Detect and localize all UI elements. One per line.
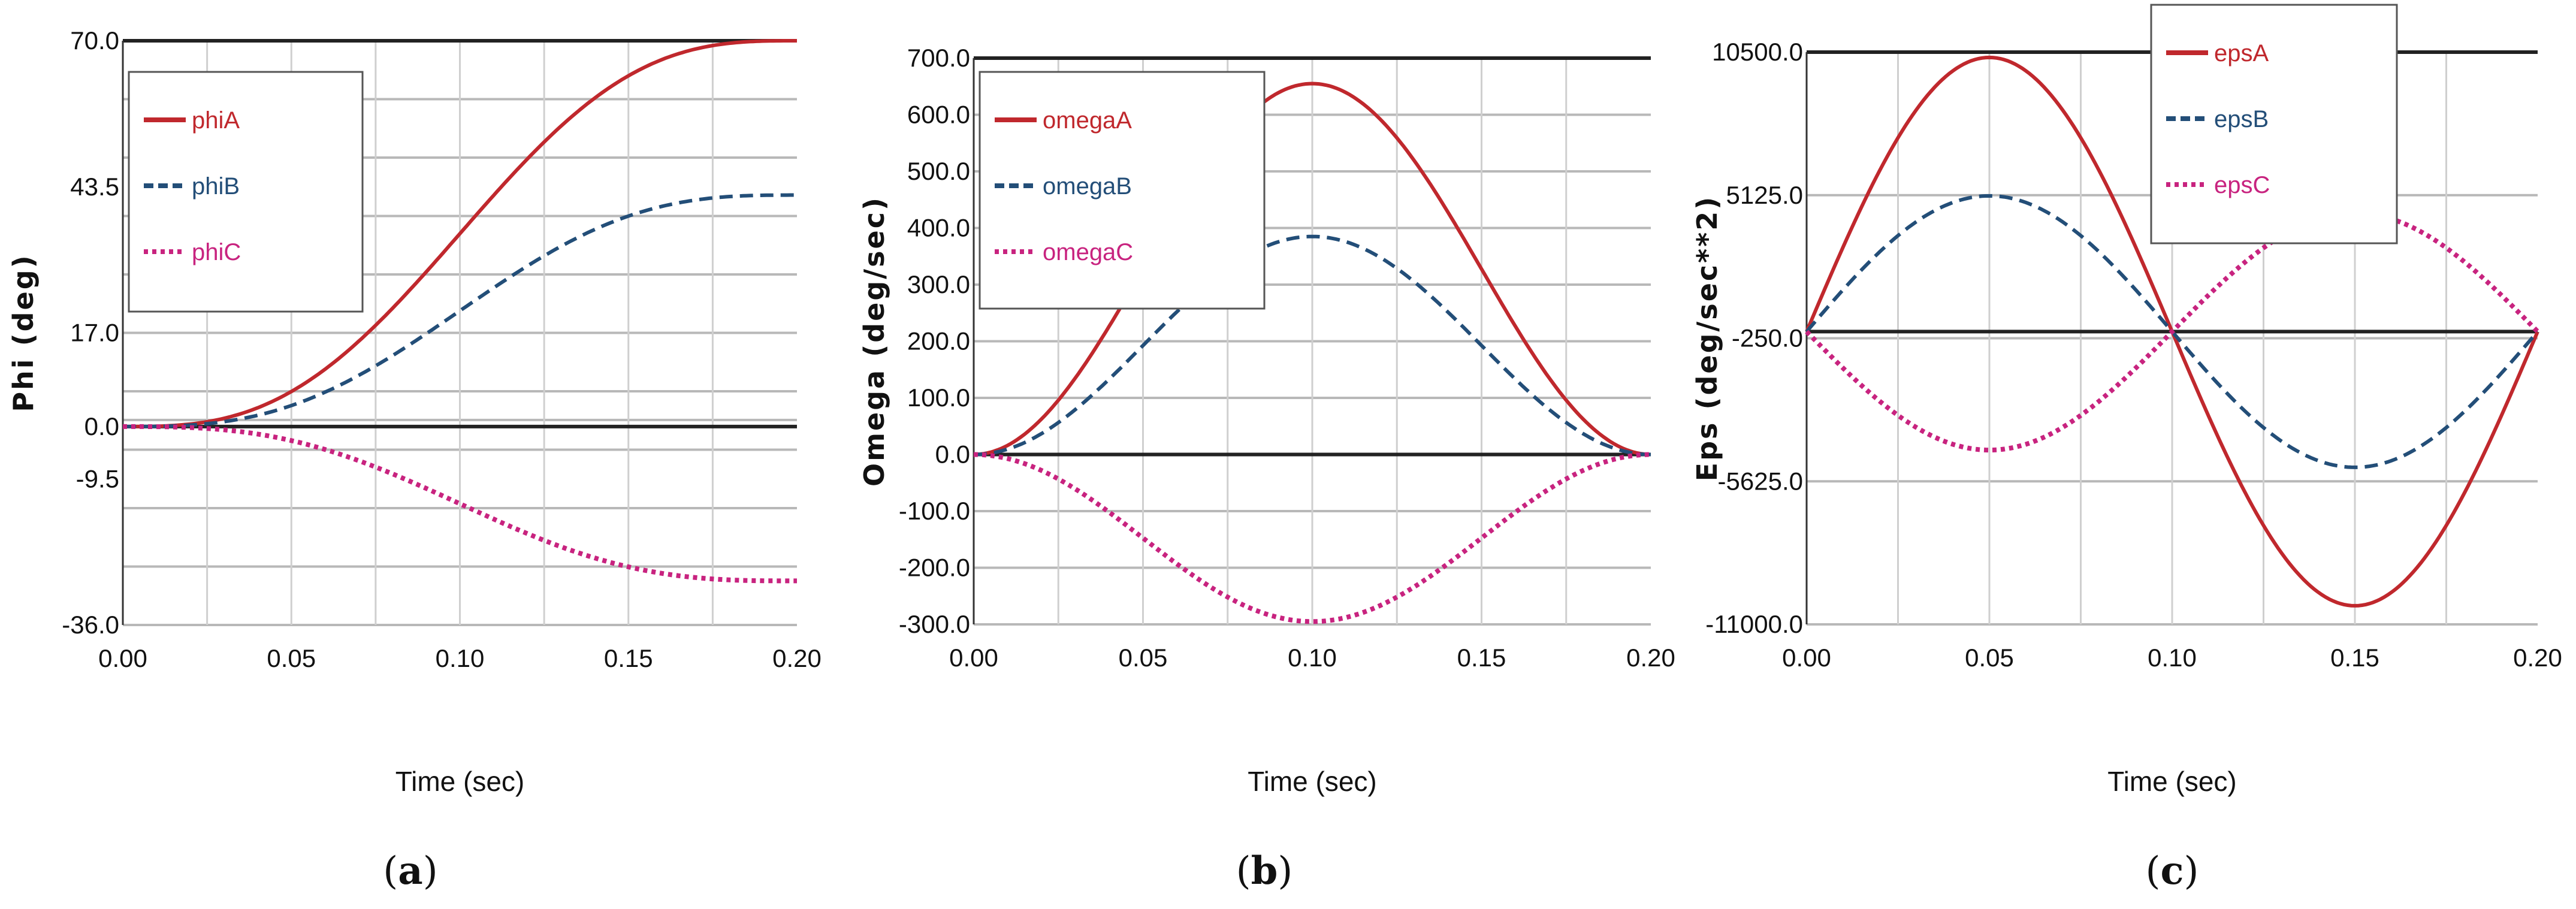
x-tick-label: 0.20	[772, 644, 822, 672]
legend-label-omegaB: omegaB	[1043, 173, 1132, 200]
y-tick-label: 10500.0	[1712, 38, 1803, 66]
x-tick-label: 0.15	[2330, 644, 2379, 672]
legend-label-omegaC: omegaC	[1043, 239, 1133, 265]
legend-label-omegaA: omegaA	[1043, 107, 1132, 134]
legend-label-epsC: epsC	[2214, 172, 2270, 198]
y-tick-label: -250.0	[1732, 324, 1803, 352]
y-tick-label: 0.0	[935, 440, 970, 469]
chart-panel-a: 70.0 43.5 17.0 0.0 -9.5 -36.0 0.00 0.05 0.10 0.15…	[7, 26, 822, 893]
y-tick-label: 700.0	[907, 44, 970, 72]
series-line-omegaB	[973, 234, 1651, 457]
panel-caption: (b)	[1236, 848, 1293, 893]
y-tick-label: 100.0	[907, 383, 970, 412]
legend: phiA phiB phiC	[128, 71, 364, 313]
legend-label-phiC: phiC	[192, 239, 241, 265]
x-tick-label: 0.20	[1626, 644, 1675, 672]
y-axis-title: Omega (deg/sec)	[858, 196, 890, 487]
x-tick-label: 0.00	[949, 644, 998, 672]
legend-label-phiB: phiB	[192, 173, 240, 200]
series-line-phiB	[123, 193, 797, 428]
x-axis-title: Time (sec)	[395, 766, 525, 797]
legend-box	[2150, 4, 2398, 244]
y-tick-label: -36.0	[62, 611, 119, 639]
legend: omegaA omegaB omegaC	[979, 71, 1266, 310]
y-axis-title: Eps (deg/sec**2)	[1691, 195, 1723, 482]
panel-caption: (a)	[383, 848, 437, 893]
y-tick-label: 500.0	[907, 157, 970, 185]
y-tick-label: 300.0	[907, 270, 970, 298]
x-axis-title: Time (sec)	[2107, 766, 2237, 797]
series-line-phiC	[123, 424, 797, 584]
x-tick-label: 0.10	[1288, 644, 1337, 672]
series-line-phiA	[123, 39, 797, 428]
x-tick-label: 0.00	[1782, 644, 1831, 672]
chart-panel-c: 10500.0 5125.0 -250.0 -5625.0 -11000.0 0.00 0.…	[1691, 4, 2562, 893]
x-tick-label: 0.15	[604, 644, 653, 672]
y-tick-label: 600.0	[907, 101, 970, 129]
y-tick-label: 5125.0	[1726, 181, 1803, 209]
legend-label-epsB: epsB	[2214, 106, 2269, 132]
legend-label-phiA: phiA	[192, 107, 240, 134]
panel-caption: (c)	[2146, 848, 2199, 893]
y-tick-label: 0.0	[84, 412, 119, 440]
y-tick-label: 400.0	[907, 214, 970, 242]
legend: epsA epsB epsC	[2150, 4, 2398, 244]
y-tick-label: -5625.0	[1718, 467, 1803, 495]
series-line-epsC	[1805, 210, 2539, 453]
y-tick-label: -11000.0	[1705, 610, 1803, 638]
y-tick-label: 43.5	[70, 173, 119, 201]
y-tick-label: 17.0	[70, 319, 119, 347]
x-tick-label: 0.10	[436, 644, 485, 672]
x-tick-label: 0.05	[1119, 644, 1168, 672]
y-tick-label: -200.0	[899, 554, 970, 582]
y-tick-label: 70.0	[70, 26, 119, 55]
legend-box	[979, 71, 1266, 310]
legend-label-epsA: epsA	[2214, 40, 2269, 67]
y-tick-label: -100.0	[899, 497, 970, 525]
y-axis-title: Phi (deg)	[7, 253, 40, 412]
x-tick-label: 0.05	[267, 644, 316, 672]
y-tick-label: -9.5	[76, 464, 119, 493]
series-line-omegaC	[973, 452, 1651, 624]
x-tick-label: 0.15	[1457, 644, 1506, 672]
x-tick-label: 0.05	[1965, 644, 2014, 672]
y-tick-label: -300.0	[899, 610, 970, 638]
series-line-omegaA	[973, 81, 1651, 457]
x-tick-label: 0.00	[98, 644, 147, 672]
x-tick-label: 0.20	[2513, 644, 2562, 672]
y-tick-label: 200.0	[907, 327, 970, 355]
x-axis-title: Time (sec)	[1248, 766, 1377, 797]
x-tick-label: 0.10	[2148, 644, 2197, 672]
chart-panel-b: 700.0 600.0 500.0 400.0 300.0 200.0 100.0 0.0 -1…	[858, 44, 1675, 893]
legend-box	[128, 71, 364, 313]
